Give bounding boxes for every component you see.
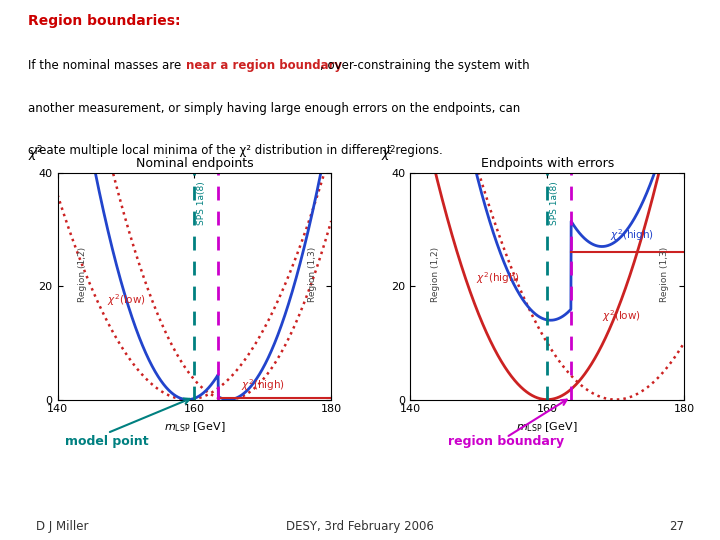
X-axis label: $m_{\rm LSP}$ [GeV]: $m_{\rm LSP}$ [GeV]: [163, 420, 225, 434]
Text: near a region boundary: near a region boundary: [186, 59, 343, 72]
Text: Region (1,2): Region (1,2): [431, 247, 439, 302]
Text: D J Miller: D J Miller: [36, 520, 89, 533]
Y-axis label: $\chi^2$: $\chi^2$: [381, 144, 396, 164]
Text: $\chi^2$(low): $\chi^2$(low): [107, 293, 145, 308]
Title: Nominal endpoints: Nominal endpoints: [135, 157, 253, 170]
Text: region boundary: region boundary: [448, 435, 564, 448]
Text: $\chi^2$(high): $\chi^2$(high): [241, 377, 284, 393]
Text: Region boundaries:: Region boundaries:: [28, 14, 181, 28]
Text: Region (1,3): Region (1,3): [660, 247, 670, 302]
Text: , over-constraining the system with: , over-constraining the system with: [320, 59, 530, 72]
Text: SPS 1a(8): SPS 1a(8): [550, 181, 559, 225]
Text: $\chi^2$(low): $\chi^2$(low): [602, 308, 641, 324]
Text: Region (1,3): Region (1,3): [307, 247, 317, 302]
Text: model point: model point: [66, 435, 149, 448]
Y-axis label: $\chi^2$: $\chi^2$: [28, 144, 43, 164]
Text: If the nominal masses are: If the nominal masses are: [28, 59, 185, 72]
Text: 27: 27: [669, 520, 684, 533]
Text: DESY, 3rd February 2006: DESY, 3rd February 2006: [286, 520, 434, 533]
Text: another measurement, or simply having large enough errors on the endpoints, can: another measurement, or simply having la…: [28, 102, 521, 114]
Text: $\chi^2$(high): $\chi^2$(high): [610, 227, 654, 242]
X-axis label: $m_{\rm LSP}$ [GeV]: $m_{\rm LSP}$ [GeV]: [516, 420, 578, 434]
Text: $\chi^2$(high): $\chi^2$(high): [476, 270, 520, 286]
Text: create multiple local minima of the χ² distribution in different regions.: create multiple local minima of the χ² d…: [28, 144, 443, 157]
Text: Region (1,2): Region (1,2): [78, 247, 86, 302]
Text: SPS 1a(8): SPS 1a(8): [197, 181, 206, 225]
Title: Endpoints with errors: Endpoints with errors: [480, 157, 614, 170]
